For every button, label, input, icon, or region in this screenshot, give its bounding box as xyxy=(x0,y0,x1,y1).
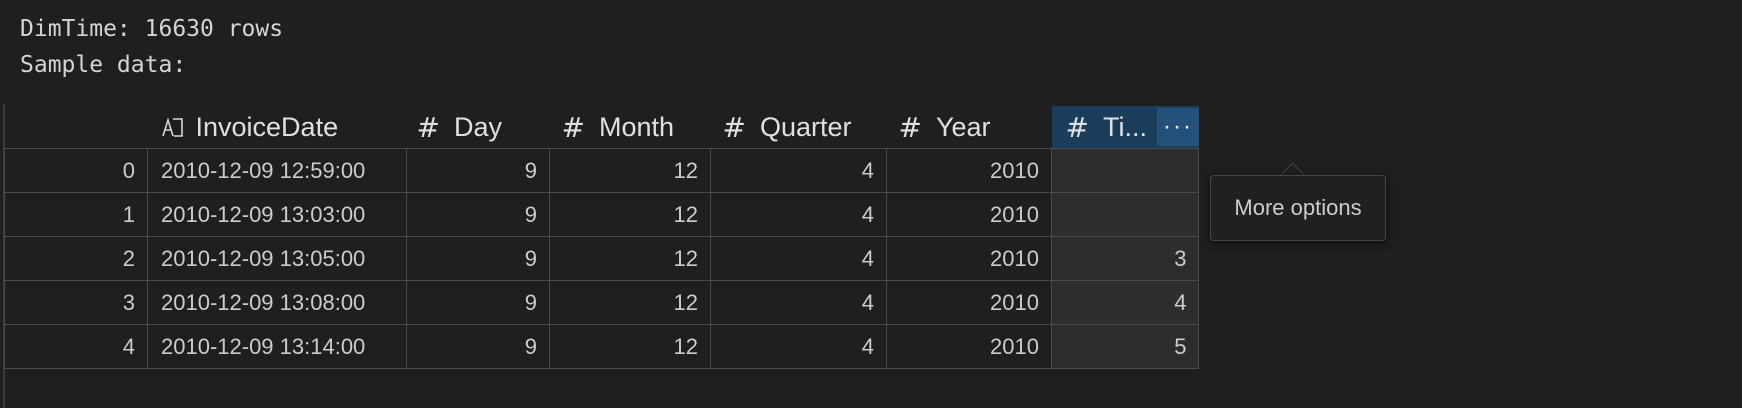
data-grid: InvoiceDate # Day # Month # Quarter xyxy=(4,106,1200,369)
header-label: Quarter xyxy=(759,111,852,142)
table-row: 2 2010-12-09 13:05:00 9 12 4 2010 3 xyxy=(4,236,1200,281)
invoicedate-cell[interactable]: 2010-12-09 13:03:00 xyxy=(147,192,407,237)
header-invoicedate[interactable]: InvoiceDate xyxy=(147,106,407,149)
invoicedate-cell[interactable]: 2010-12-09 13:05:00 xyxy=(147,236,407,281)
header-label: Year xyxy=(935,111,991,142)
quarter-cell[interactable]: 4 xyxy=(710,148,887,193)
row-index-cell: 2 xyxy=(4,236,148,281)
day-cell[interactable]: 9 xyxy=(406,324,550,369)
number-type-icon: # xyxy=(416,110,440,144)
row-index-cell: 4 xyxy=(4,324,148,369)
month-cell[interactable]: 12 xyxy=(549,236,711,281)
day-cell[interactable]: 9 xyxy=(406,192,550,237)
header-label: InvoiceDate xyxy=(195,111,339,142)
more-options-button[interactable]: ··· xyxy=(1156,108,1199,146)
text-type-icon xyxy=(161,117,183,137)
output-row-count: DimTime: 16630 rows xyxy=(20,16,284,42)
day-cell[interactable]: 9 xyxy=(406,148,550,193)
row-index-cell: 3 xyxy=(4,280,148,325)
output-sample-label: Sample data: xyxy=(20,52,187,78)
number-type-icon: # xyxy=(561,110,585,144)
day-cell[interactable]: 9 xyxy=(406,236,550,281)
row-index-cell: 0 xyxy=(4,148,148,193)
month-cell[interactable]: 12 xyxy=(549,324,711,369)
header-label: Month xyxy=(598,111,675,142)
number-type-icon: # xyxy=(722,110,746,144)
quarter-cell[interactable]: 4 xyxy=(710,192,887,237)
year-cell[interactable]: 2010 xyxy=(886,280,1052,325)
ti-cell[interactable]: 5 xyxy=(1050,324,1200,369)
header-row: InvoiceDate # Day # Month # Quarter xyxy=(4,106,1199,149)
invoicedate-cell[interactable]: 2010-12-09 13:08:00 xyxy=(147,280,407,325)
header-index xyxy=(4,106,148,149)
ti-cell[interactable] xyxy=(1050,192,1200,237)
tooltip-text: More options xyxy=(1234,195,1362,220)
quarter-cell[interactable]: 4 xyxy=(710,324,887,369)
number-type-icon: # xyxy=(898,110,922,144)
ti-cell[interactable]: 3 xyxy=(1050,236,1200,281)
row-index-cell: 1 xyxy=(4,192,148,237)
header-month[interactable]: # Month xyxy=(549,106,711,149)
month-cell[interactable]: 12 xyxy=(549,192,711,237)
ti-cell[interactable]: 4 xyxy=(1050,280,1200,325)
year-cell[interactable]: 2010 xyxy=(886,236,1052,281)
table-row: 3 2010-12-09 13:08:00 9 12 4 2010 4 xyxy=(4,280,1200,325)
year-cell[interactable]: 2010 xyxy=(886,192,1052,237)
header-label: Day xyxy=(453,111,502,142)
more-options-tooltip: More options xyxy=(1210,175,1386,241)
table-row: 0 2010-12-09 12:59:00 9 12 4 2010 xyxy=(4,148,1200,193)
header-label: Ti... xyxy=(1102,111,1147,142)
year-cell[interactable]: 2010 xyxy=(886,324,1052,369)
day-cell[interactable]: 9 xyxy=(406,280,550,325)
header-day[interactable]: # Day xyxy=(406,106,550,149)
invoicedate-cell[interactable]: 2010-12-09 12:59:00 xyxy=(147,148,407,193)
header-ti[interactable]: # Ti... ··· xyxy=(1051,106,1199,149)
number-type-icon: # xyxy=(1065,110,1089,144)
month-cell[interactable]: 12 xyxy=(549,280,711,325)
quarter-cell[interactable]: 4 xyxy=(710,236,887,281)
quarter-cell[interactable]: 4 xyxy=(710,280,887,325)
header-year[interactable]: # Year xyxy=(886,106,1052,149)
invoicedate-cell[interactable]: 2010-12-09 13:14:00 xyxy=(147,324,407,369)
month-cell[interactable]: 12 xyxy=(549,148,711,193)
year-cell[interactable]: 2010 xyxy=(886,148,1052,193)
ti-cell[interactable] xyxy=(1050,148,1200,193)
header-quarter[interactable]: # Quarter xyxy=(710,106,887,149)
table-row: 1 2010-12-09 13:03:00 9 12 4 2010 xyxy=(4,192,1200,237)
table-row: 4 2010-12-09 13:14:00 9 12 4 2010 5 xyxy=(4,324,1200,369)
